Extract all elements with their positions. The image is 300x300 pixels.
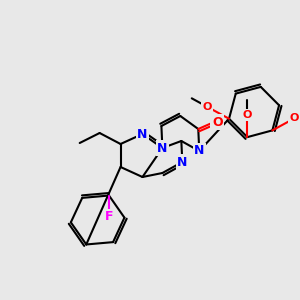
Text: N: N: [157, 142, 168, 154]
Text: O: O: [202, 102, 212, 112]
Text: N: N: [194, 145, 204, 158]
Text: O: O: [243, 110, 252, 120]
Text: N: N: [137, 128, 148, 140]
Text: F: F: [105, 210, 113, 223]
Text: O: O: [290, 113, 299, 123]
Text: O: O: [212, 116, 223, 128]
Text: N: N: [177, 155, 188, 169]
